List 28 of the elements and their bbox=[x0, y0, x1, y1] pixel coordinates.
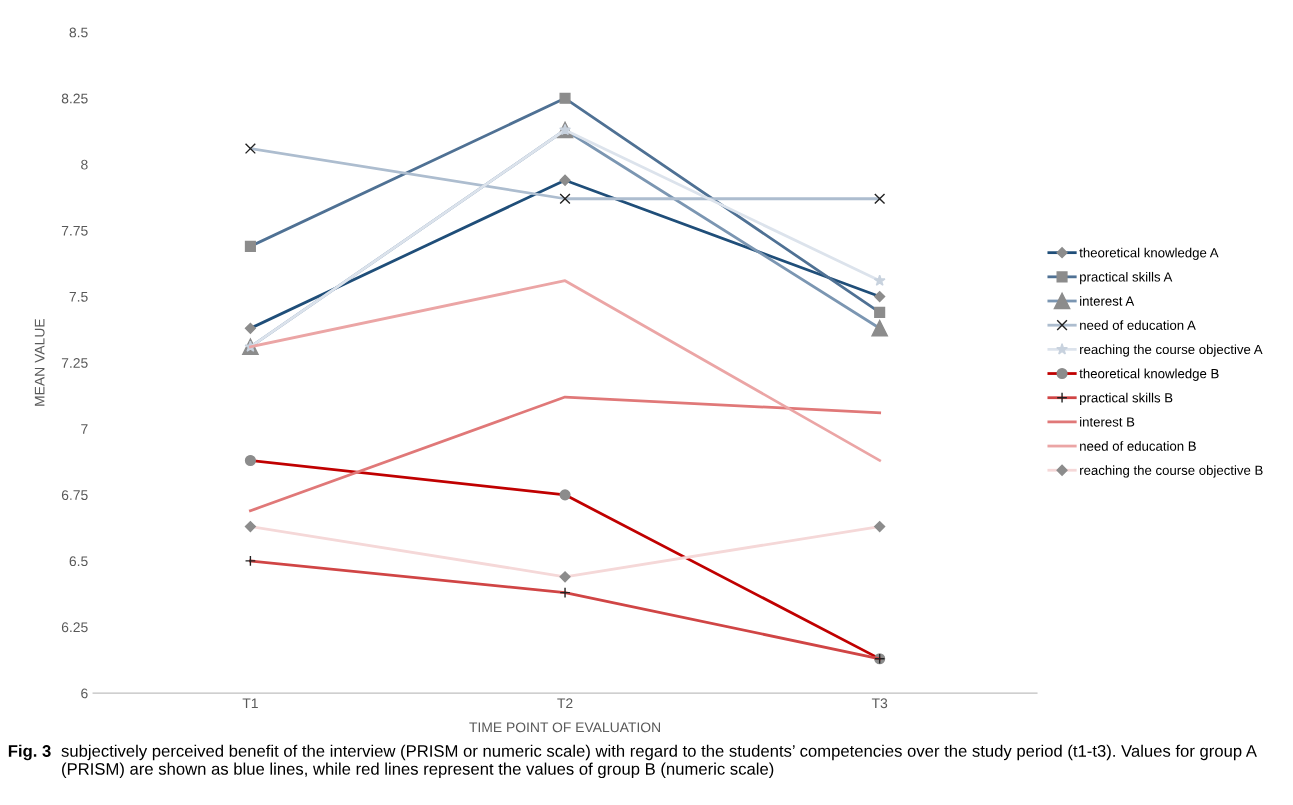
legend-label: theoretical knowledge A bbox=[1079, 247, 1219, 261]
x-tick-label: T1 bbox=[242, 698, 258, 709]
legend-label: interest A bbox=[1080, 296, 1135, 306]
x-tick-label: T3 bbox=[871, 698, 888, 709]
y-tick-label: 6 bbox=[81, 688, 88, 699]
legend-label: reaching the course objective A bbox=[1080, 344, 1263, 357]
legend-label: theoretical knowledge B bbox=[1079, 368, 1219, 381]
y-tick-label: 6.5 bbox=[69, 556, 88, 567]
y-axis-title: MEAN VALUE bbox=[34, 319, 45, 406]
y-tick-label: 7.25 bbox=[61, 357, 88, 368]
legend-label: interest B bbox=[1080, 416, 1135, 427]
x-tick-label: T2 bbox=[557, 698, 573, 709]
y-tick-label: 8 bbox=[81, 159, 88, 170]
legend-label: practical skills A bbox=[1080, 271, 1173, 285]
legend-label: need of education A bbox=[1080, 320, 1196, 330]
y-tick-label: 6.25 bbox=[61, 622, 88, 633]
legend-label: need of education B bbox=[1080, 441, 1196, 451]
x-axis-title: TIME POINT OF EVALUATION bbox=[469, 722, 660, 733]
y-tick-label: 7 bbox=[81, 424, 88, 434]
y-tick-label: 8.25 bbox=[61, 93, 88, 104]
text: subjectively perceived benefit of the interview (PRISM or numeric scale) with regard to the students’ competencies over the study period (t1-t3). Values for group A (PRISM) are shown as blue lines, while red lines represent the values of group B (numeric scale) bbox=[61, 744, 1257, 779]
legend-label: reaching the course objective B bbox=[1080, 465, 1263, 478]
legend-label: practical skills B bbox=[1080, 392, 1173, 406]
y-tick-label: 6.75 bbox=[61, 490, 88, 500]
y-tick-label: 8.5 bbox=[69, 27, 88, 38]
y-tick-label: 7.75 bbox=[61, 225, 88, 236]
y-tick-label: 7.5 bbox=[69, 292, 88, 302]
caption: Fig. 3 bbox=[8, 744, 51, 761]
